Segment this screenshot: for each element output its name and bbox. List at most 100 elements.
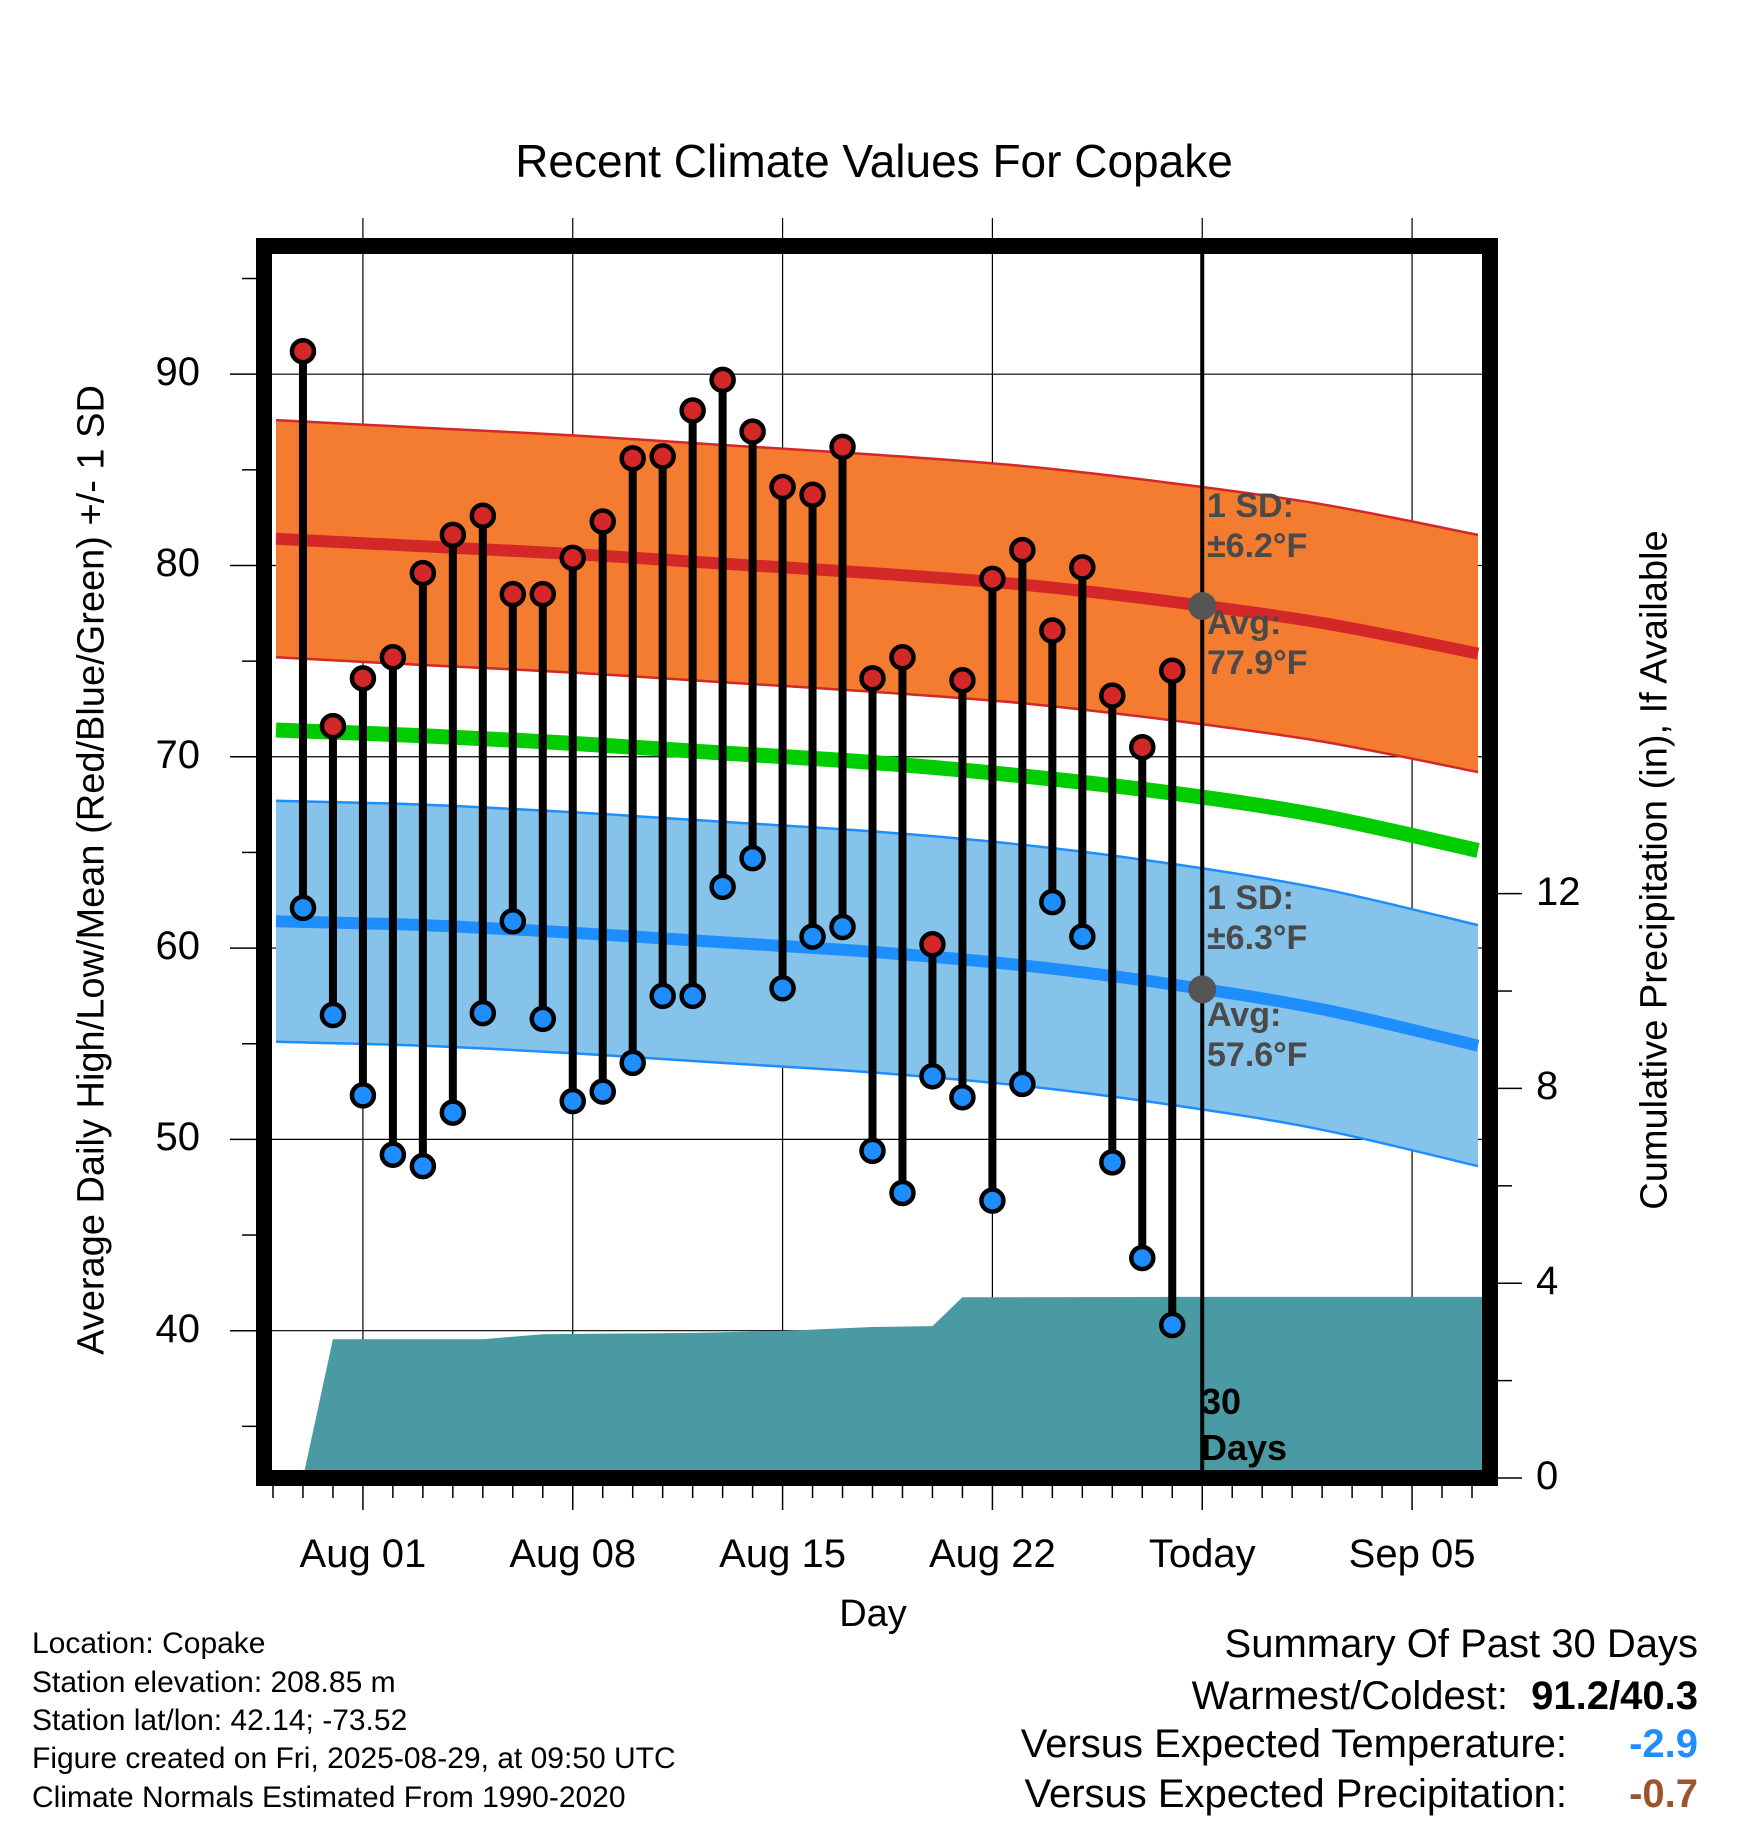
daily-low-point xyxy=(799,923,826,950)
plot-border xyxy=(256,238,1498,1486)
today-marker xyxy=(1188,246,1217,1478)
daily-high-point xyxy=(619,445,646,472)
daily-high-point xyxy=(1009,536,1036,564)
daily-high-point xyxy=(709,366,736,394)
high-sd-upper-edge xyxy=(275,418,1479,537)
low-sd-annotation: 1 SD: ±6.3°F xyxy=(1207,878,1307,958)
daily-low-point xyxy=(1069,923,1096,950)
summary-precip-label: Versus Expected Precipitation: xyxy=(1024,1772,1567,1816)
period-annotation: 30 Days xyxy=(1201,1379,1287,1471)
footer-normals: Climate Normals Estimated From 1990-2020 xyxy=(32,1781,626,1814)
low-sd-label: 1 SD: xyxy=(1207,879,1294,917)
daily-low-point xyxy=(559,1087,586,1115)
high-avg-label: Avg: xyxy=(1207,604,1282,642)
daily-high-point xyxy=(1159,657,1186,684)
y-tick-label: 60 xyxy=(155,924,201,969)
daily-dots xyxy=(289,337,1186,1339)
daily-high-point xyxy=(559,544,586,572)
daily-high-point xyxy=(469,502,497,529)
chart-title: Recent Climate Values For Copake xyxy=(515,135,1233,187)
footer-created: Figure created on Fri, 2025-08-29, at 09… xyxy=(32,1742,676,1775)
daily-low-point xyxy=(289,894,317,922)
daily-high-point xyxy=(1039,617,1066,644)
x-tick-label: Aug 01 xyxy=(299,1532,427,1576)
summary-temp-value: -2.9 xyxy=(1629,1722,1698,1766)
daily-low-point xyxy=(1009,1070,1036,1098)
x-tick-label: Today xyxy=(1148,1532,1256,1576)
y-tick-label: 90 xyxy=(155,350,201,395)
daily-high-point xyxy=(589,508,616,535)
y-tick-label: 70 xyxy=(155,732,201,777)
daily-high-point xyxy=(409,559,437,587)
daily-low-point xyxy=(859,1137,886,1165)
daily-low-point xyxy=(979,1187,1006,1214)
daily-high-point xyxy=(859,665,886,692)
high-sd-value: ±6.2°F xyxy=(1207,527,1308,565)
y2-tick-label: 12 xyxy=(1536,869,1581,914)
summary-precip-value: -0.7 xyxy=(1629,1772,1698,1816)
daily-high-point xyxy=(289,337,317,365)
period-unit: Days xyxy=(1201,1427,1288,1468)
x-axis-label: Day xyxy=(839,1593,907,1635)
daily-high-point xyxy=(649,443,676,470)
y2-tick-label: 4 xyxy=(1536,1259,1559,1304)
y2-tick-label: 8 xyxy=(1536,1064,1559,1109)
daily-high-point xyxy=(349,665,377,692)
footer-latlon: Station lat/lon: 42.14; -73.52 xyxy=(32,1704,408,1737)
high-sd-band xyxy=(276,420,1478,773)
precip-cumulative-area xyxy=(303,1296,1490,1478)
precip-area xyxy=(303,1296,1490,1478)
axis-ticks xyxy=(230,277,1522,1510)
daily-high-point xyxy=(919,931,946,958)
daily-high-point xyxy=(1069,554,1096,581)
low-sd-value: ±6.3°F xyxy=(1207,919,1308,957)
summary-temp-label: Versus Expected Temperature: xyxy=(1020,1722,1567,1766)
summary-heading: Summary Of Past 30 Days xyxy=(1224,1622,1698,1666)
daily-low-point xyxy=(619,1049,646,1077)
daily-low-point xyxy=(1099,1149,1126,1176)
low-avg-label: Avg: xyxy=(1207,996,1282,1034)
daily-high-point xyxy=(949,667,976,694)
period-number: 30 xyxy=(1201,1381,1242,1422)
daily-high-point xyxy=(769,473,796,501)
daily-high-point xyxy=(499,580,527,608)
daily-low-point xyxy=(679,982,706,1010)
daily-low-point xyxy=(319,1001,347,1029)
daily-high-point xyxy=(979,565,1006,593)
summary-warmest-label: Warmest/Coldest: xyxy=(1191,1674,1508,1718)
plot-frame xyxy=(256,238,1498,1486)
daily-low-point xyxy=(1039,888,1066,916)
y-tick-label: 50 xyxy=(155,1115,201,1160)
footer-location: Location: Copake xyxy=(32,1627,266,1660)
daily-stems xyxy=(298,351,1177,1325)
daily-low-point xyxy=(829,913,856,941)
y-tick-label: 40 xyxy=(155,1306,201,1351)
daily-high-point xyxy=(319,712,347,740)
high-sd-annotation: 1 SD: ±6.2°F xyxy=(1207,486,1307,566)
x-tick-label: Aug 08 xyxy=(509,1532,637,1576)
daily-high-point xyxy=(799,481,826,508)
high-avg-annotation: Avg: 77.9°F xyxy=(1207,603,1308,683)
daily-low-point xyxy=(379,1141,407,1168)
footer-elevation: Station elevation: 208.85 m xyxy=(32,1666,396,1699)
x-tick-label: Aug 22 xyxy=(929,1532,1056,1576)
daily-high-point xyxy=(889,644,916,671)
daily-low-point xyxy=(919,1063,946,1090)
daily-low-point xyxy=(589,1078,616,1105)
daily-low-point xyxy=(889,1179,916,1207)
daily-high-point xyxy=(379,644,407,671)
daily-low-point xyxy=(949,1084,976,1111)
high-avg-value: 77.9°F xyxy=(1207,644,1308,682)
y2-tick-label: 0 xyxy=(1536,1454,1559,1498)
daily-low-point xyxy=(439,1099,467,1126)
x-tick-label: Aug 15 xyxy=(719,1532,846,1576)
low-avg-value: 57.6°F xyxy=(1207,1036,1308,1074)
daily-high-point xyxy=(1129,733,1156,761)
daily-low-point xyxy=(529,1005,557,1033)
y-axis-label: Average Daily High/Low/Mean (Red/Blue/Gr… xyxy=(70,385,113,1355)
high-normal-line xyxy=(275,532,1480,660)
daily-low-point xyxy=(499,908,527,935)
high-sd-label: 1 SD: xyxy=(1207,487,1294,525)
daily-high-point xyxy=(529,580,557,608)
daily-low-point xyxy=(739,844,766,872)
